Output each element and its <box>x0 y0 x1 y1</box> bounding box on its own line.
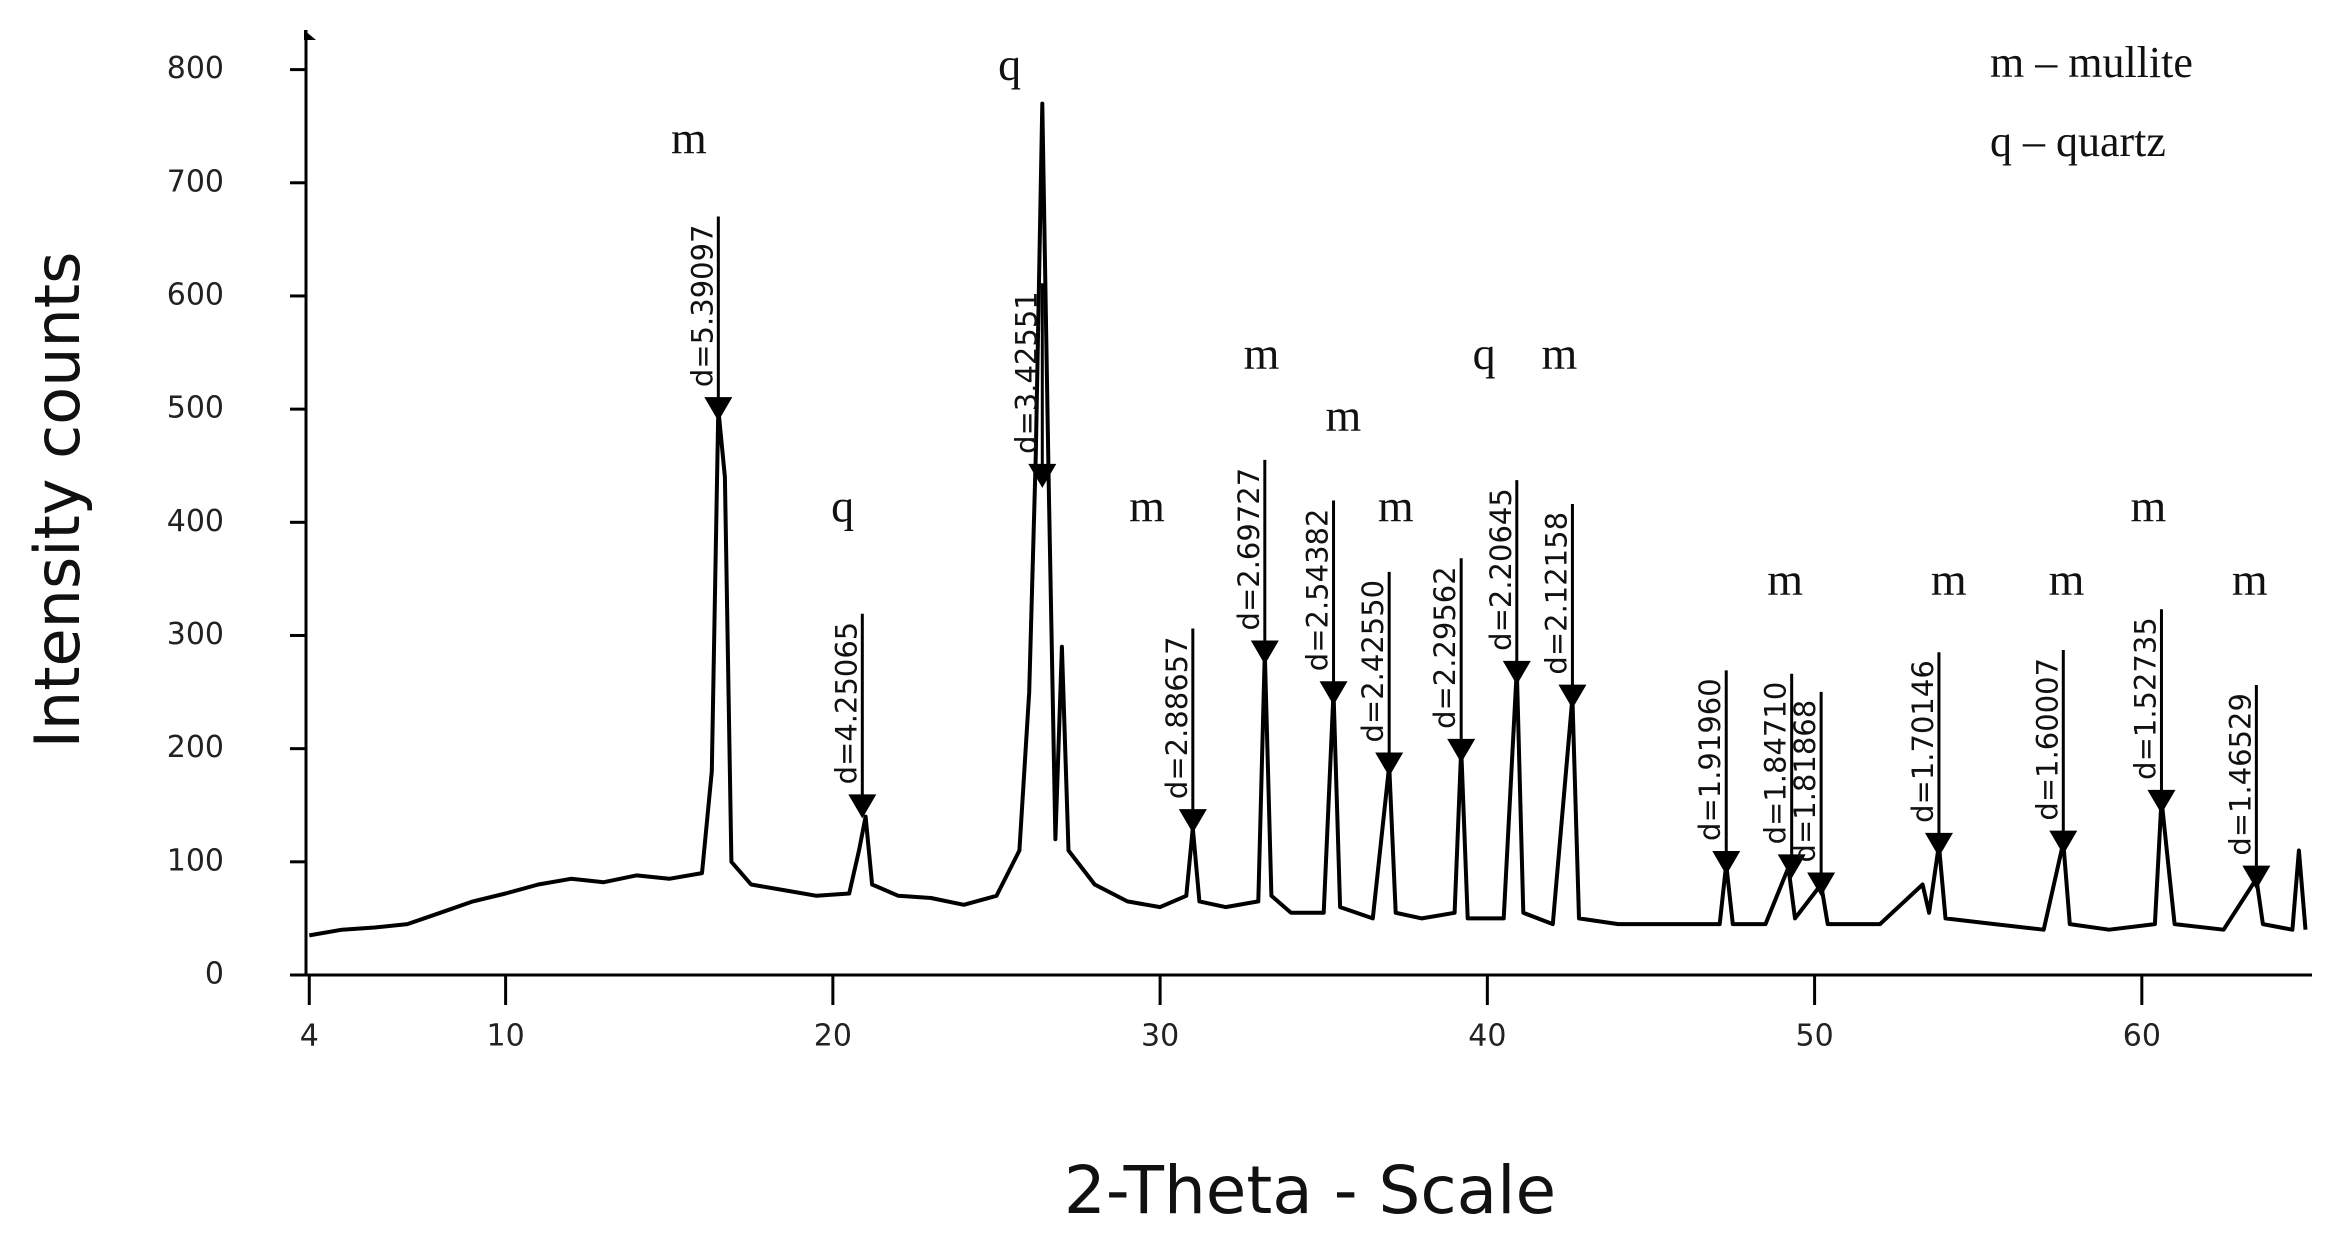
d-spacing-label: d=1.60007 <box>2030 658 2064 821</box>
peak-marker <box>848 794 877 819</box>
peak-marker <box>1319 681 1348 706</box>
d-spacing-label: d=2.42550 <box>1356 580 1390 743</box>
peak-marker <box>1028 463 1057 488</box>
y-tick-label: 700 <box>167 164 224 199</box>
d-spacing-label: d=2.88657 <box>1160 636 1194 799</box>
d-spacing-label: d=2.12158 <box>1539 512 1573 675</box>
peak-marker <box>1502 660 1531 685</box>
legend-entry: m – mullite <box>1990 38 2193 87</box>
phase-label: m <box>1378 481 1414 532</box>
peak-marker <box>1447 738 1476 763</box>
phase-label: m <box>1767 554 1803 605</box>
peak-marker <box>1807 872 1836 897</box>
y-tick-label: 300 <box>167 617 224 652</box>
x-tick-label: 10 <box>487 1019 525 1054</box>
d-spacing-label: d=2.69727 <box>1232 468 1266 631</box>
x-tick-label: 30 <box>1141 1019 1179 1054</box>
peak-marker <box>1924 832 1953 857</box>
peak-marker <box>704 397 733 422</box>
peak-marker <box>1375 752 1404 777</box>
y-tick-label: 100 <box>167 843 224 878</box>
phase-label: q <box>998 39 1021 90</box>
x-axis-title: 2-Theta - Scale <box>1064 1152 1556 1229</box>
d-spacing-label: d=2.20645 <box>1484 488 1518 651</box>
x-tick-label: 50 <box>1795 1019 1833 1054</box>
phase-label: m <box>2232 554 2268 605</box>
d-spacing-label: d=5.39097 <box>685 224 719 387</box>
x-tick-label: 20 <box>814 1019 852 1054</box>
phase-label: q <box>831 481 854 532</box>
d-spacing-label: d=1.91960 <box>1693 678 1727 841</box>
d-spacing-label: d=1.52735 <box>2128 617 2162 780</box>
x-tick-label: 4 <box>300 1019 319 1054</box>
y-tick-label: 200 <box>167 730 224 765</box>
d-spacing-label: d=1.84710 <box>1759 682 1793 845</box>
axis-arrow <box>304 30 316 40</box>
y-axis-title: Intensity counts <box>21 252 94 749</box>
spectrum-line <box>308 101 2308 938</box>
legend-entry: q – quartz <box>1990 117 2166 166</box>
y-tick-label: 400 <box>167 504 224 539</box>
d-spacing-label: d=1.46529 <box>2223 693 2257 856</box>
peak-marker <box>2242 865 2271 890</box>
y-tick-label: 600 <box>167 277 224 312</box>
y-tick-label: 0 <box>205 957 224 992</box>
d-spacing-label: d=2.29562 <box>1428 566 1462 729</box>
phase-label: m <box>1244 328 1280 379</box>
phase-label: m <box>2130 481 2166 532</box>
phase-label: m <box>1129 481 1165 532</box>
phase-label: m <box>1931 554 1967 605</box>
y-tick-label: 500 <box>167 391 224 426</box>
peak-marker <box>1178 809 1207 834</box>
x-tick-label: 60 <box>2123 1019 2161 1054</box>
d-spacing-label: d=1.70146 <box>1906 660 1940 823</box>
peak-marker <box>1558 684 1587 709</box>
peak-marker <box>1777 854 1806 879</box>
d-spacing-label: d=1.81868 <box>1788 700 1822 863</box>
phase-label: m <box>1541 328 1577 379</box>
d-spacing-label: d=4.25065 <box>829 622 863 785</box>
d-spacing-label: d=3.42551 <box>1009 291 1043 454</box>
phase-label: q <box>1473 328 1496 379</box>
peak-marker <box>2147 789 2176 814</box>
phase-label: m <box>671 113 707 164</box>
y-tick-label: 800 <box>167 51 224 86</box>
peak-marker <box>1250 640 1279 665</box>
peak-marker <box>2049 830 2078 855</box>
x-tick-label: 40 <box>1468 1019 1506 1054</box>
phase-label: m <box>1325 390 1361 441</box>
d-spacing-label: d=2.54382 <box>1301 509 1335 672</box>
phase-label: m <box>2049 554 2085 605</box>
peak-marker <box>1712 850 1741 875</box>
